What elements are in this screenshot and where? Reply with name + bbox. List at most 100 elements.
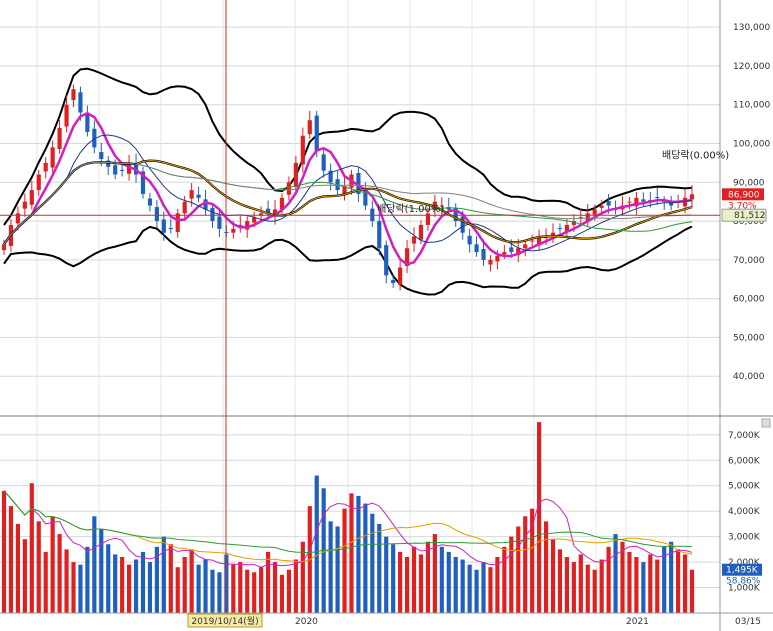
volume-bar — [377, 523, 382, 613]
volume-bar — [8, 506, 14, 613]
candle-body — [307, 120, 312, 135]
volume-bar — [321, 488, 326, 613]
change-pct-text: 3.70% — [728, 201, 757, 211]
price-tick-label: 60,000 — [733, 295, 765, 305]
crosshair-price-tag — [721, 208, 767, 222]
candle-body — [467, 235, 472, 245]
crosshair-date-text: 2019/10/14(월) — [191, 615, 258, 627]
volume-bar — [1, 490, 7, 613]
volume-bar — [669, 541, 674, 613]
candle-body — [147, 198, 153, 206]
volume-bar — [689, 569, 695, 613]
candle-body — [1, 244, 7, 251]
volume-bar — [22, 539, 27, 613]
candle-body — [662, 200, 667, 202]
candle-body — [314, 115, 319, 152]
volume-bar — [446, 551, 451, 613]
candle-body — [113, 165, 118, 175]
volume-bar — [182, 557, 187, 613]
volume-bar — [425, 541, 431, 613]
volume-bar — [161, 536, 166, 613]
candle-body — [495, 255, 500, 262]
candle-body — [161, 219, 166, 233]
candle-body — [418, 224, 424, 240]
candle-body — [252, 217, 257, 223]
candle-body — [592, 209, 597, 215]
candle-body — [342, 186, 347, 195]
volume-bar — [439, 546, 444, 613]
candle-body — [22, 201, 27, 209]
candle-body — [182, 201, 187, 214]
volume-bar — [627, 551, 632, 613]
volume-bar — [189, 549, 194, 613]
candle-body — [425, 213, 431, 225]
volume-bar — [106, 544, 111, 613]
volume-bar — [279, 574, 285, 613]
candle-body — [391, 280, 396, 284]
volume-bar — [231, 564, 236, 613]
candle-body — [530, 240, 535, 242]
volume-bar — [585, 564, 590, 613]
candle-body — [189, 190, 194, 199]
last-volume-text: 1,495K — [726, 566, 759, 576]
volume-bar — [655, 559, 660, 613]
candle-body — [627, 201, 632, 203]
candle-body — [398, 267, 403, 285]
volume-bar — [488, 567, 493, 613]
candle-body — [557, 228, 563, 230]
volume-bar — [530, 508, 535, 613]
volume-bar — [203, 559, 208, 613]
volume-bar — [682, 554, 688, 613]
candle-body — [439, 205, 444, 207]
volume-bar — [509, 536, 514, 613]
candle-body — [669, 201, 674, 206]
candle-body — [474, 244, 479, 253]
candle-body — [356, 172, 361, 194]
candle-body — [279, 197, 285, 210]
volume-bar — [99, 529, 104, 613]
volume-bar — [272, 562, 278, 613]
volume-bar — [36, 521, 41, 613]
price-tick-label: 70,000 — [733, 256, 765, 266]
candle-body — [363, 189, 368, 206]
volume-bar — [641, 562, 646, 613]
candle-body — [571, 221, 576, 225]
volume-bar — [349, 493, 354, 613]
candle-body — [231, 228, 236, 233]
volume-moving-averages — [3, 490, 693, 568]
price-tick-label: 50,000 — [733, 333, 765, 343]
candle-body — [453, 207, 458, 222]
volume-bar — [398, 551, 403, 613]
volume-bar — [391, 544, 396, 613]
volume-bar — [300, 541, 305, 613]
candle-body — [265, 208, 271, 214]
candle-body — [300, 135, 305, 165]
volume-bar — [92, 516, 97, 613]
volume-bar — [550, 539, 556, 613]
volume-bar — [662, 546, 667, 613]
volume-bar — [259, 567, 264, 613]
candle-body — [272, 209, 278, 217]
candle-body — [481, 249, 486, 260]
volume-bar — [502, 546, 507, 613]
volume-bar — [29, 483, 34, 613]
candle-body — [29, 190, 34, 205]
volume-bar — [120, 557, 125, 613]
volume-bar — [78, 564, 83, 613]
volume-bar — [57, 534, 62, 613]
candle-body — [523, 244, 528, 249]
panel-toggle-icon[interactable] — [761, 418, 771, 428]
candle-body — [203, 199, 208, 210]
candle-body — [634, 197, 639, 207]
volume-bar — [15, 523, 20, 613]
candle-body — [578, 217, 583, 219]
volume-bar — [516, 526, 521, 613]
volume-tick-label: 3,000K — [728, 533, 761, 543]
volume-bar — [127, 564, 132, 613]
candle-body — [238, 224, 243, 226]
volume-bar — [474, 569, 479, 613]
candle-body — [57, 127, 62, 149]
